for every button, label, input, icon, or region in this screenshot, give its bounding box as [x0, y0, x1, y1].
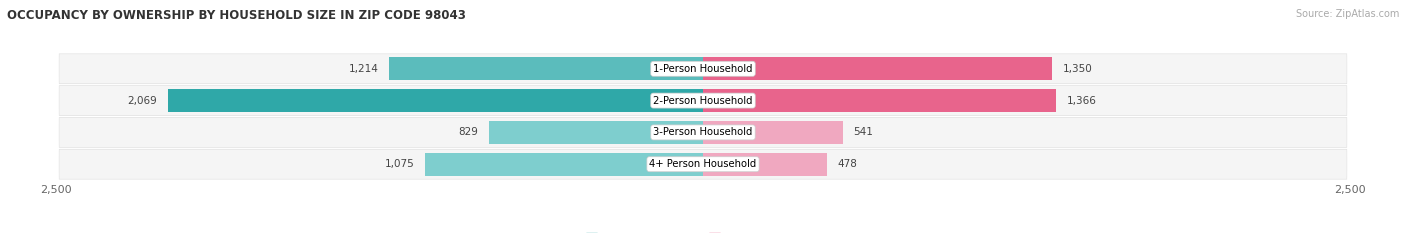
Bar [703, 121, 844, 144]
Text: 1,214: 1,214 [349, 64, 378, 74]
Text: 829: 829 [458, 127, 478, 137]
FancyBboxPatch shape [59, 54, 1347, 83]
Bar [703, 153, 827, 176]
FancyBboxPatch shape [59, 118, 1347, 147]
Text: 1,075: 1,075 [385, 159, 415, 169]
Text: 2,069: 2,069 [128, 96, 157, 106]
Bar [488, 121, 703, 144]
FancyBboxPatch shape [59, 85, 1347, 116]
Text: 3-Person Household: 3-Person Household [654, 127, 752, 137]
Text: OCCUPANCY BY OWNERSHIP BY HOUSEHOLD SIZE IN ZIP CODE 98043: OCCUPANCY BY OWNERSHIP BY HOUSEHOLD SIZE… [7, 9, 465, 22]
FancyBboxPatch shape [59, 149, 1347, 179]
Legend: Owner-occupied, Renter-occupied: Owner-occupied, Renter-occupied [581, 229, 825, 233]
Bar [703, 89, 1056, 112]
Text: Source: ZipAtlas.com: Source: ZipAtlas.com [1295, 9, 1399, 19]
Text: 2-Person Household: 2-Person Household [654, 96, 752, 106]
Text: 541: 541 [853, 127, 873, 137]
Bar [703, 57, 1052, 80]
Bar [389, 57, 703, 80]
Text: 1-Person Household: 1-Person Household [654, 64, 752, 74]
Bar [167, 89, 703, 112]
Text: 1,350: 1,350 [1063, 64, 1092, 74]
FancyBboxPatch shape [59, 150, 1347, 179]
Text: 478: 478 [837, 159, 856, 169]
Text: 4+ Person Household: 4+ Person Household [650, 159, 756, 169]
Text: 1,366: 1,366 [1067, 96, 1097, 106]
FancyBboxPatch shape [59, 54, 1347, 84]
FancyBboxPatch shape [59, 117, 1347, 148]
FancyBboxPatch shape [59, 86, 1347, 115]
Bar [425, 153, 703, 176]
